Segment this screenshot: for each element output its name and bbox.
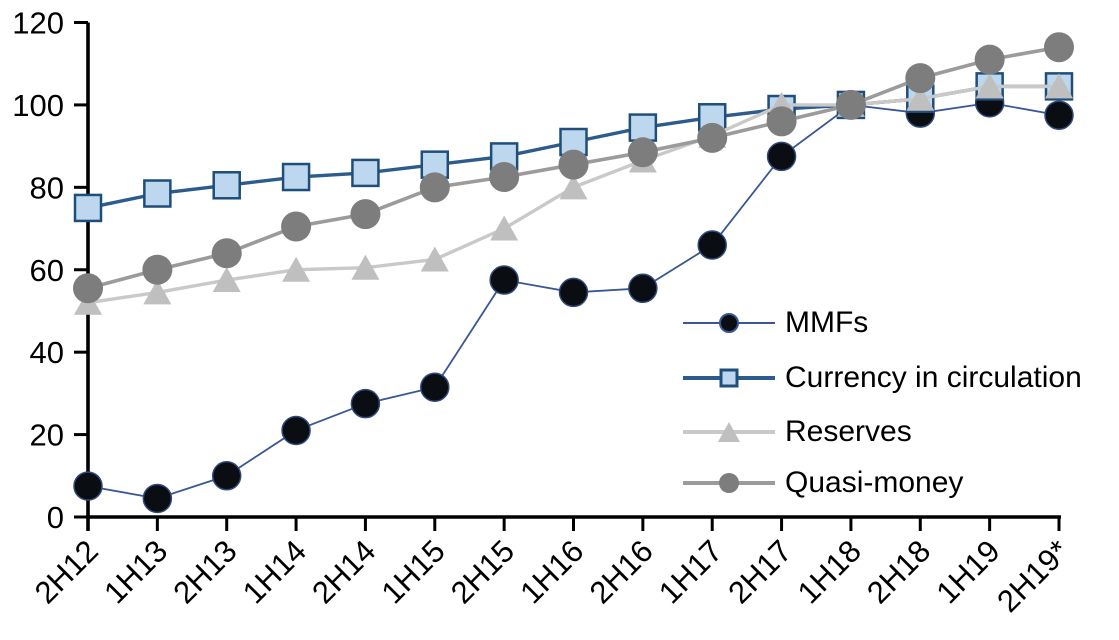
marker-quasi-money [766, 106, 797, 137]
y-tick-label: 80 [30, 170, 64, 205]
y-tick-label: 0 [47, 500, 64, 535]
marker-reserves [282, 256, 311, 282]
y-tick-label: 60 [30, 253, 64, 288]
marker-quasi-money [419, 172, 450, 203]
x-tick-label: 2H13 [167, 533, 244, 610]
x-tick-label: 2H14 [305, 533, 382, 610]
marker-reserves [351, 254, 380, 280]
x-tick-label: 1H13 [97, 533, 174, 610]
marker-currency-in-circulation [143, 179, 172, 208]
marker-mmfs [281, 415, 311, 446]
x-tick-label: 1H16 [513, 533, 590, 610]
x-tick-label: 2H12 [28, 533, 105, 610]
marker-mmfs [558, 277, 589, 308]
y-tick-label: 40 [30, 335, 64, 370]
x-tick-label: 2H16 [583, 533, 660, 610]
x-tick-label: 2H19* [990, 533, 1076, 619]
series-mmfs [73, 88, 1074, 514]
legend-item-mmfs: MMFs [683, 303, 868, 343]
marker-mmfs [628, 273, 658, 304]
marker-mmfs [350, 388, 381, 419]
marker-reserves [420, 246, 449, 272]
marker-mmfs [211, 461, 242, 491]
legend-label-reserves: Reserves [785, 415, 912, 448]
marker-quasi-money [281, 211, 312, 242]
legend-label-quasi-money: Quasi-money [785, 466, 964, 499]
marker-reserves [559, 174, 588, 200]
marker-quasi-money [350, 199, 381, 230]
currency-square-marker-icon [719, 368, 739, 388]
x-tick-label: 2H18 [860, 533, 937, 610]
marker-currency-in-circulation [351, 158, 380, 188]
marker-currency-in-circulation [73, 193, 103, 223]
quasi-money-circle-marker-icon [719, 473, 739, 493]
legend-item-currency: Currency in circulation [683, 358, 1082, 398]
marker-quasi-money [627, 137, 658, 168]
marker-reserves [906, 85, 935, 111]
y-tick-label: 120 [12, 6, 64, 41]
marker-mmfs [142, 483, 173, 514]
marker-quasi-money [697, 122, 728, 153]
marker-quasi-money [1044, 32, 1074, 63]
legend-label-currency: Currency in circulation [785, 361, 1082, 394]
marker-currency-in-circulation [628, 113, 658, 142]
legend-item-reserves: Reserves [683, 412, 912, 452]
marker-currency-in-circulation [281, 162, 311, 192]
marker-mmfs [489, 265, 519, 295]
marker-reserves [143, 279, 172, 305]
legend-label-mmfs: MMFs [785, 306, 869, 339]
x-tick-label: 2H15 [444, 533, 521, 610]
marker-quasi-money [558, 149, 589, 180]
marker-reserves [490, 215, 519, 241]
y-tick-label: 20 [30, 418, 64, 453]
marker-quasi-money [835, 89, 866, 120]
x-tick-label: 1H15 [375, 533, 452, 610]
reserves-triangle-marker-icon [718, 422, 740, 442]
marker-reserves [212, 267, 241, 293]
marker-quasi-money [211, 238, 242, 269]
marker-mmfs [1044, 100, 1074, 130]
series-reserves [74, 73, 1073, 315]
mmfs-circle-marker-icon [719, 313, 739, 333]
marker-currency-in-circulation [212, 171, 241, 200]
x-tick-label: 1H17 [652, 533, 729, 610]
marker-mmfs [697, 230, 727, 260]
x-tick-label: 1H14 [236, 533, 313, 610]
x-tick-label: 1H18 [791, 533, 868, 610]
marker-reserves [1045, 73, 1073, 99]
x-tick-label: 2H17 [721, 533, 798, 610]
marker-reserves [975, 73, 1004, 99]
marker-mmfs [73, 471, 103, 501]
marker-quasi-money [489, 162, 520, 193]
marker-mmfs [766, 141, 797, 172]
marker-quasi-money [905, 63, 936, 94]
y-tick-label: 100 [12, 88, 64, 123]
marker-quasi-money [142, 254, 173, 285]
marker-mmfs [420, 372, 450, 402]
marker-quasi-money [73, 273, 103, 304]
marker-quasi-money [974, 44, 1005, 75]
legend-item-quasi-money: Quasi-money [683, 463, 963, 503]
series-quasi-money [73, 32, 1074, 304]
